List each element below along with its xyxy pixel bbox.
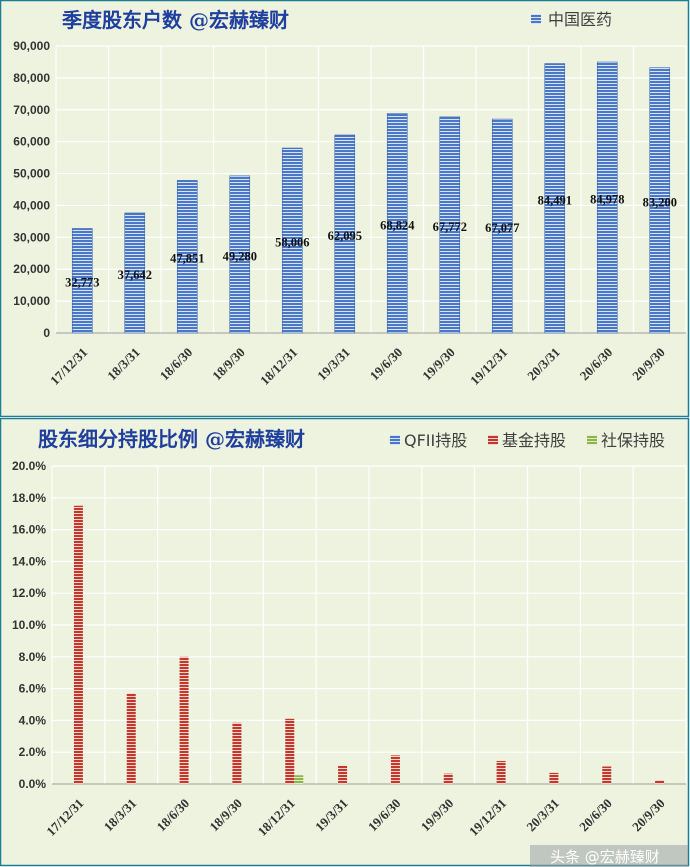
y-tick-label: 50,000 xyxy=(13,167,50,181)
y-tick-label: 20,000 xyxy=(13,262,50,276)
bar-fund xyxy=(390,755,400,784)
y-tick-label: 10,000 xyxy=(13,294,50,308)
y-tick-label: 20.0% xyxy=(12,459,46,473)
bar xyxy=(649,67,671,334)
bar xyxy=(491,118,513,334)
y-tick-label: 10.0% xyxy=(12,618,46,632)
data-label: 32,773 xyxy=(65,276,99,290)
holding-ratio-chart: 股东细分持股比例 @宏赫臻财 QFII持股 基金持股 社保持股 0.0% 2.0%… xyxy=(0,418,690,867)
data-label: 62,095 xyxy=(328,229,362,243)
y-tick-label: 60,000 xyxy=(13,135,50,149)
y-tick-label: 90,000 xyxy=(13,39,50,53)
bar-fund xyxy=(496,760,506,784)
bar xyxy=(71,228,93,334)
watermark: 头条 @宏赫臻财 xyxy=(550,848,660,866)
legend: QFII持股 基金持股 社保持股 xyxy=(390,431,665,450)
legend: 中国医药 xyxy=(531,10,612,29)
legend-swatch-fund xyxy=(488,435,498,445)
bar xyxy=(334,134,356,334)
legend-swatch-qfii xyxy=(390,435,400,445)
legend-label-cn-pharma: 中国医药 xyxy=(548,10,612,29)
holding-ratio-chart-panel: 股东细分持股比例 @宏赫臻财 QFII持股 基金持股 社保持股 0.0% 2.0%… xyxy=(0,418,690,867)
bar xyxy=(176,180,198,334)
data-label: 37,642 xyxy=(118,268,152,282)
y-tick-label: 18.0% xyxy=(12,491,46,505)
bar-social xyxy=(294,775,304,784)
data-label: 83,200 xyxy=(643,195,677,209)
y-tick-label: 0.0% xyxy=(19,777,47,791)
bar xyxy=(439,116,461,334)
bar xyxy=(281,147,303,334)
shareholder-count-chart-panel: 季度股东户数 @宏赫臻财 中国医药 0 10,000 20,000 30,000 40,… xyxy=(0,0,690,418)
data-label: 67,772 xyxy=(433,220,467,234)
data-label: 67,077 xyxy=(485,221,519,235)
legend-label-qfii: QFII持股 xyxy=(404,431,467,450)
bar-fund xyxy=(73,505,83,784)
data-label: 84,978 xyxy=(590,193,624,207)
bar xyxy=(124,212,146,334)
y-tick-label: 30,000 xyxy=(13,230,50,244)
chart-background xyxy=(0,418,690,867)
y-tick-label: 16.0% xyxy=(12,523,46,537)
bar-fund xyxy=(179,656,189,784)
data-label: 58,006 xyxy=(275,236,309,250)
data-label: 68,824 xyxy=(380,218,415,232)
y-tick-label: 40,000 xyxy=(13,198,50,212)
bar-fund xyxy=(655,780,665,784)
bar xyxy=(386,113,408,334)
data-label: 49,280 xyxy=(223,249,257,263)
legend-swatch-cn-pharma xyxy=(531,14,541,24)
y-tick-label: 6.0% xyxy=(19,682,47,696)
data-label: 84,491 xyxy=(538,193,572,207)
bar-fund xyxy=(285,718,295,784)
y-tick-label: 8.0% xyxy=(19,650,47,664)
bar xyxy=(229,175,251,334)
y-tick-label: 12.0% xyxy=(12,586,46,600)
bar-fund xyxy=(126,693,136,784)
bar-fund xyxy=(549,772,559,784)
y-tick-label: 0 xyxy=(43,326,50,340)
chart-title: 季度股东户数 @宏赫臻财 xyxy=(61,8,289,32)
bar-fund xyxy=(232,722,242,784)
y-tick-label: 70,000 xyxy=(13,103,50,117)
bar-fund xyxy=(443,773,453,784)
y-tick-label: 4.0% xyxy=(19,713,47,727)
legend-label-social: 社保持股 xyxy=(601,431,665,450)
y-tick-label: 2.0% xyxy=(19,745,47,759)
bar xyxy=(544,63,566,334)
bar-fund xyxy=(602,766,612,784)
legend-swatch-social xyxy=(587,435,597,445)
chart-title: 股东细分持股比例 @宏赫臻财 xyxy=(38,427,305,451)
bar-fund xyxy=(338,765,348,784)
y-tick-label: 14.0% xyxy=(12,554,46,568)
data-label: 47,851 xyxy=(170,252,204,266)
bar xyxy=(596,61,618,334)
shareholder-count-chart: 季度股东户数 @宏赫臻财 中国医药 0 10,000 20,000 30,000 40,… xyxy=(0,0,690,418)
watermark-backdrop xyxy=(530,845,688,867)
legend-label-fund: 基金持股 xyxy=(502,431,566,450)
y-tick-label: 80,000 xyxy=(13,71,50,85)
